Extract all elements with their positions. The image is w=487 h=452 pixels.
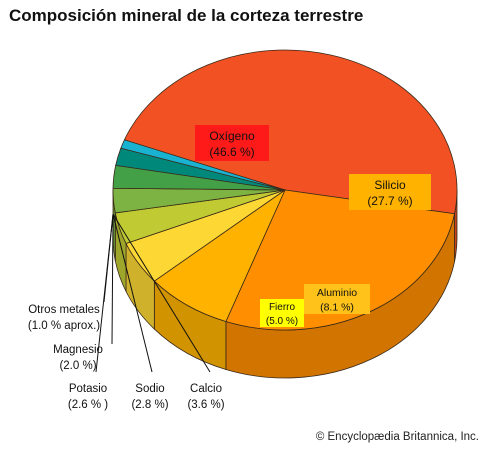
slice-value-aluminio: (8.1 %) [320,302,354,314]
slice-label-magnesio: Magnesio [53,344,103,356]
slice-label-potasio: Potasio [69,383,107,395]
slice-value-oxigeno: (46.6 %) [209,145,254,159]
label-box-fierro [260,299,304,327]
slice-otros-metales [120,139,286,191]
slice-value-calcio: (3.6 %) [187,399,224,411]
slice-value-silicio: (27.7 %) [367,194,412,208]
slice-value-magnesio: (2.0 %) [59,360,96,372]
slice-label-aluminio: Aluminio [317,287,357,299]
label-box-oxigeno [195,125,269,161]
slice-value-sodio: (2.8 %) [131,399,168,411]
chart-title: Composición mineral de la corteza terres… [9,6,364,25]
label-box-aluminio [304,284,370,314]
slice-oxigeno [123,49,458,215]
slice-value-potasio: (2.6 % ) [68,399,108,411]
slice-aluminio [153,188,286,322]
leader-line-otros-metales [103,213,114,303]
slice-label-fierro: Fierro [269,302,296,313]
label-box-silicio [349,174,431,210]
slice-label-calcio: Calcio [190,383,222,395]
leader-line-sodio [112,213,153,373]
slice-label-sodio: Sodio [135,383,164,395]
slice-value-otros-metales: (1.0 % aprox.) [28,320,100,332]
copyright-credit: © Encyclopædia Britannica, Inc. [315,431,479,443]
leader-line-magnesio [111,214,114,345]
leader-line-calcio [112,213,211,373]
slice-value-fierro: (5.0 %) [266,316,298,327]
slice-label-silicio: Silicio [374,178,406,192]
slice-label-otros-metales: Otros metales [28,304,100,316]
slice-label-oxigeno: Oxígeno [209,129,255,143]
slice-silicio [225,189,455,331]
